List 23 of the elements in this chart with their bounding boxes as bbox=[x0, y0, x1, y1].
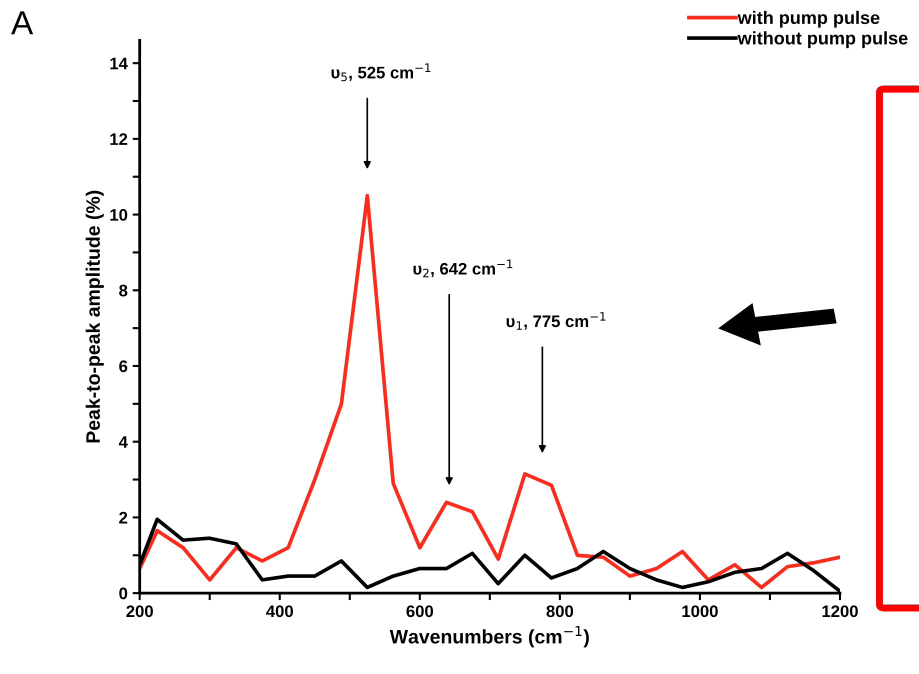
y-tick-label: 8 bbox=[119, 284, 128, 296]
legend-label: with pump pulse bbox=[738, 10, 880, 28]
y-axis-title: Peak-to-peak amplitude (%) bbox=[86, 190, 104, 442]
line-series bbox=[140, 194, 840, 590]
legend-label: without pump pulse bbox=[738, 31, 908, 48]
y-tick-label: 2 bbox=[119, 512, 128, 524]
x-tick-label: 1200 bbox=[822, 605, 858, 618]
x-tick-label: 1000 bbox=[682, 605, 718, 618]
annotation: υ$_{1}$, 775 cm$^{−1}$ bbox=[506, 312, 606, 330]
x-tick-label: 400 bbox=[266, 605, 293, 618]
annotation: υ$_{2}$, 642 cm$^{−1}$ bbox=[414, 260, 512, 278]
annotation: υ$_{5}$, 525 cm$^{−1}$ bbox=[332, 63, 430, 82]
x-tick-label: 800 bbox=[546, 605, 574, 618]
y-tick-label: 12 bbox=[110, 133, 128, 145]
y-tick-label: 6 bbox=[119, 360, 128, 372]
x-tick-label: 600 bbox=[406, 605, 434, 618]
text: A bbox=[11, 11, 34, 34]
y-tick-label: 4 bbox=[118, 436, 128, 448]
x-tick-label: 200 bbox=[126, 605, 153, 618]
y-tick-label: 10 bbox=[110, 208, 128, 221]
y-tick-label: 14 bbox=[110, 58, 128, 70]
x-axis-title: Wavenumbers (cm$^{−1}$) bbox=[390, 626, 589, 648]
y-tick-label: 0 bbox=[119, 588, 128, 600]
